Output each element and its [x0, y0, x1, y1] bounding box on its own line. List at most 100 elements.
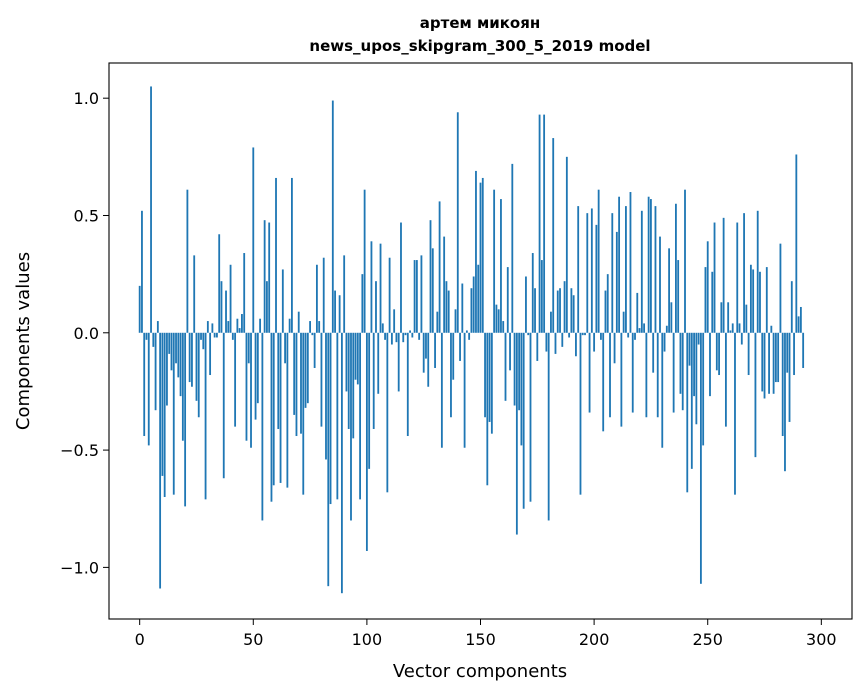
bar-87: [336, 332, 339, 500]
bar-184: [556, 290, 559, 333]
bar-282: [779, 243, 782, 333]
bar-165: [513, 332, 516, 406]
bar-21: [186, 189, 189, 333]
bar-173: [531, 253, 534, 333]
bar-262: [734, 332, 736, 495]
bar-19: [181, 332, 184, 441]
bar-26: [197, 332, 200, 418]
bar-213: [622, 311, 625, 333]
bar-100: [365, 332, 368, 551]
bar-178: [543, 114, 546, 333]
bar-212: [620, 332, 623, 427]
bar-52: [256, 332, 259, 404]
bar-105: [377, 332, 380, 394]
bar-80: [320, 332, 323, 427]
bar-164: [511, 163, 514, 333]
bar-75: [309, 321, 311, 333]
bar-84: [329, 332, 332, 505]
bar-152: [484, 332, 486, 418]
bar-234: [670, 302, 673, 333]
bar-132: [438, 201, 441, 333]
bar-126: [425, 332, 427, 359]
bar-183: [554, 332, 557, 354]
bar-50: [252, 147, 255, 333]
bar-231: [663, 332, 666, 352]
bar-12: [166, 332, 168, 406]
bar-41: [231, 332, 234, 340]
bar-272: [756, 210, 759, 333]
bar-66: [288, 318, 291, 333]
bar-237: [677, 260, 680, 333]
plot-area-frame: [108, 62, 853, 620]
bar-159: [500, 199, 502, 333]
y-axis-ticks: −1.0 −0.5 0.0 0.5 1.0: [60, 89, 109, 577]
bar-229: [659, 236, 661, 333]
bar-254: [715, 332, 718, 371]
bar-43: [236, 318, 239, 333]
bar-24: [193, 255, 196, 333]
bar-259: [727, 302, 730, 333]
bar-161: [504, 332, 507, 401]
bar-215: [627, 332, 630, 338]
bar-69: [295, 332, 298, 437]
bar-182: [552, 138, 555, 333]
bar-39: [227, 321, 230, 333]
bar-172: [529, 332, 532, 502]
bar-11: [163, 332, 166, 498]
bar-121: [413, 260, 416, 333]
bar-145: [468, 332, 471, 340]
bar-153: [486, 332, 489, 486]
bar-275: [763, 332, 766, 399]
bar-260: [729, 330, 732, 333]
bar-1: [141, 210, 143, 333]
x-tick-label: 200: [579, 630, 610, 649]
x-tick-label: 150: [465, 630, 496, 649]
bar-220: [638, 328, 641, 333]
bar-251: [709, 332, 711, 397]
bar-196: [584, 332, 586, 336]
bar-71: [300, 332, 302, 434]
bar-116: [402, 332, 405, 343]
bar-57: [268, 222, 271, 333]
bar-130: [434, 332, 436, 368]
bar-44: [238, 328, 241, 333]
bar-285: [786, 332, 789, 373]
bar-148: [475, 170, 477, 333]
bar-261: [731, 323, 734, 333]
bar-125: [422, 332, 425, 373]
bar-103: [372, 332, 375, 429]
bar-142: [461, 283, 464, 333]
bar-82: [325, 332, 327, 460]
bar-222: [643, 323, 646, 333]
x-tick-label: 300: [806, 630, 837, 649]
bar-96: [356, 332, 359, 385]
bar-208: [611, 213, 614, 333]
bar-192: [575, 332, 577, 357]
bar-168: [520, 332, 523, 446]
bar-188: [565, 156, 568, 333]
bar-163: [509, 332, 511, 371]
bar-219: [636, 292, 639, 333]
bar-7: [154, 332, 157, 411]
bar-79: [318, 321, 321, 333]
bar-195: [581, 332, 584, 336]
bar-245: [695, 332, 698, 425]
bar-95: [354, 332, 357, 380]
bar-269: [749, 264, 752, 333]
bar-33: [213, 332, 216, 338]
bar-98: [361, 274, 364, 333]
bar-68: [293, 332, 296, 415]
bar-194: [579, 332, 582, 495]
bar-3: [145, 332, 148, 340]
bar-242: [688, 332, 691, 366]
bar-256: [720, 302, 723, 333]
bar-83: [327, 332, 330, 587]
bar-292: [802, 332, 805, 368]
bar-209: [613, 332, 616, 364]
bar-129: [431, 248, 434, 333]
bar-267: [745, 304, 748, 333]
bar-81: [322, 257, 325, 333]
y-tick-label: 0.5: [74, 206, 99, 225]
bar-210: [615, 231, 618, 333]
bar-280: [774, 332, 777, 383]
